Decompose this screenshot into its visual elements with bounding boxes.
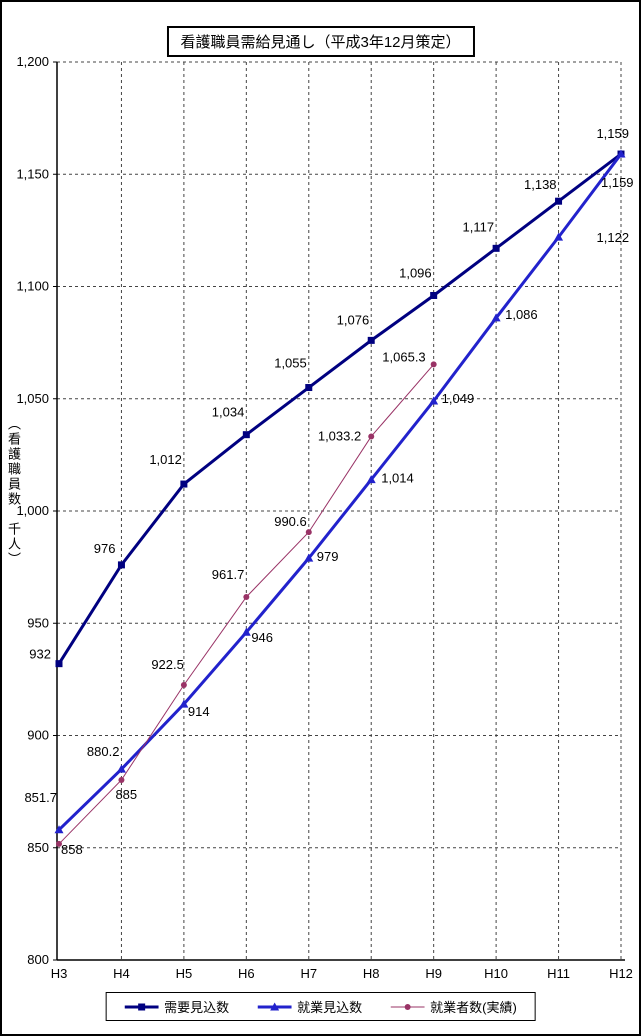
svg-text:979: 979 — [317, 549, 339, 564]
series-0 — [55, 150, 625, 668]
legend-marker-triangle-icon — [257, 1001, 292, 1013]
svg-text:1,050: 1,050 — [16, 391, 49, 406]
legend-label: 就業者数(実績) — [430, 1000, 517, 1015]
svg-text:H9: H9 — [425, 966, 442, 981]
svg-text:800: 800 — [27, 952, 49, 967]
svg-text:1,122: 1,122 — [597, 230, 630, 245]
legend-label: 需要見込数 — [164, 1000, 230, 1015]
svg-text:1,000: 1,000 — [16, 503, 49, 518]
svg-text:H3: H3 — [51, 966, 68, 981]
svg-text:1,200: 1,200 — [16, 54, 49, 69]
legend-marker-square-icon — [124, 1001, 159, 1013]
svg-text:950: 950 — [27, 615, 49, 630]
tick-labels: 800 850 900 950 1,000 1,050 1,100 1,150 1,200 H3 H… — [16, 54, 632, 981]
svg-text:961.7: 961.7 — [212, 567, 245, 582]
svg-text:H4: H4 — [113, 966, 130, 981]
y-axis-title: （看護職員数 千人） — [6, 417, 21, 567]
svg-text:1,034: 1,034 — [212, 405, 245, 420]
legend-item-supply-forecast: 就業見込数 — [257, 997, 362, 1016]
series-1 — [54, 149, 626, 834]
svg-text:1,014: 1,014 — [381, 471, 414, 486]
data-labels: 932 976 1,012 1,034 1,055 1,076 1,096 1,117 1,13… — [24, 126, 633, 857]
svg-text:H8: H8 — [363, 966, 380, 981]
svg-text:976: 976 — [94, 541, 116, 556]
svg-text:1,159: 1,159 — [601, 175, 634, 190]
svg-text:851.7: 851.7 — [24, 790, 57, 805]
legend-item-actual: 就業者数(実績) — [390, 997, 517, 1016]
svg-text:914: 914 — [188, 704, 210, 719]
svg-text:H5: H5 — [176, 966, 193, 981]
svg-text:885: 885 — [115, 787, 137, 802]
data-series — [54, 149, 626, 847]
svg-text:858: 858 — [61, 842, 83, 857]
svg-text:1,086: 1,086 — [505, 307, 538, 322]
svg-text:1,033.2: 1,033.2 — [318, 428, 361, 443]
axes — [53, 61, 625, 961]
svg-text:946: 946 — [251, 630, 273, 645]
svg-text:1,049: 1,049 — [442, 391, 475, 406]
svg-text:H10: H10 — [484, 966, 508, 981]
svg-text:1,138: 1,138 — [524, 177, 557, 192]
legend-label: 就業見込数 — [297, 1000, 363, 1015]
legend-marker-circle-icon — [390, 1001, 425, 1013]
svg-text:1,100: 1,100 — [16, 279, 49, 294]
series-2 — [56, 361, 437, 847]
svg-text:932: 932 — [29, 647, 51, 662]
svg-text:H6: H6 — [238, 966, 255, 981]
svg-text:1,065.3: 1,065.3 — [382, 349, 425, 364]
svg-text:1,117: 1,117 — [463, 219, 495, 234]
chart-title: 看護職員需給見通し（平成3年12月策定） — [166, 26, 475, 57]
svg-text:1,159: 1,159 — [596, 126, 629, 141]
legend: 需要見込数 就業見込数 就業者数(実績) — [105, 992, 536, 1021]
svg-text:1,076: 1,076 — [337, 312, 370, 327]
svg-text:990.6: 990.6 — [274, 514, 307, 529]
svg-text:H11: H11 — [547, 966, 570, 981]
svg-text:H7: H7 — [300, 966, 317, 981]
svg-text:1,150: 1,150 — [16, 166, 49, 181]
svg-text:H12: H12 — [609, 966, 633, 981]
svg-text:1,096: 1,096 — [399, 265, 432, 280]
svg-text:1,055: 1,055 — [274, 356, 307, 371]
svg-text:850: 850 — [27, 840, 49, 855]
svg-text:880.2: 880.2 — [87, 744, 120, 759]
svg-text:922.5: 922.5 — [151, 657, 184, 672]
gridlines — [57, 61, 622, 960]
svg-text:1,012: 1,012 — [149, 452, 182, 467]
legend-item-demand: 需要見込数 — [124, 997, 229, 1016]
svg-text:900: 900 — [27, 728, 49, 743]
